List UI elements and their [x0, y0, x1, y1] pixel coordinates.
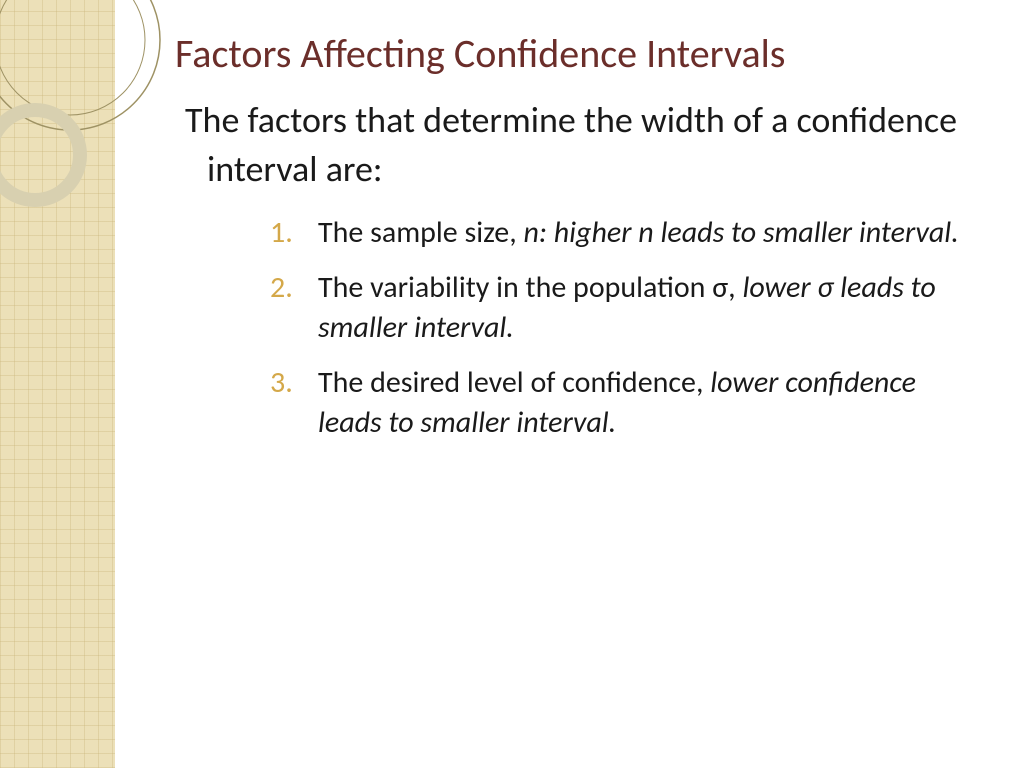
slide-content: Factors Affecting Confidence Intervals T… — [175, 30, 984, 458]
list-item: The variability in the population σ, low… — [270, 268, 984, 349]
sidebar-pattern — [0, 0, 115, 768]
list-item-plain: The variability in the population σ, — [318, 269, 742, 306]
factors-list: The sample size, n: higher n leads to sm… — [270, 213, 984, 444]
list-item-plain: The desired level of confidence, — [318, 364, 710, 401]
intro-text: The factors that determine the width of … — [185, 96, 984, 193]
list-item: The sample size, n: higher n leads to sm… — [270, 213, 984, 254]
list-item: The desired level of confidence, lower c… — [270, 363, 984, 444]
list-item-italic: n: higher n leads to smaller interval. — [524, 214, 959, 251]
list-item-plain: The sample size, — [318, 214, 524, 251]
slide-title: Factors Affecting Confidence Intervals — [175, 30, 984, 78]
